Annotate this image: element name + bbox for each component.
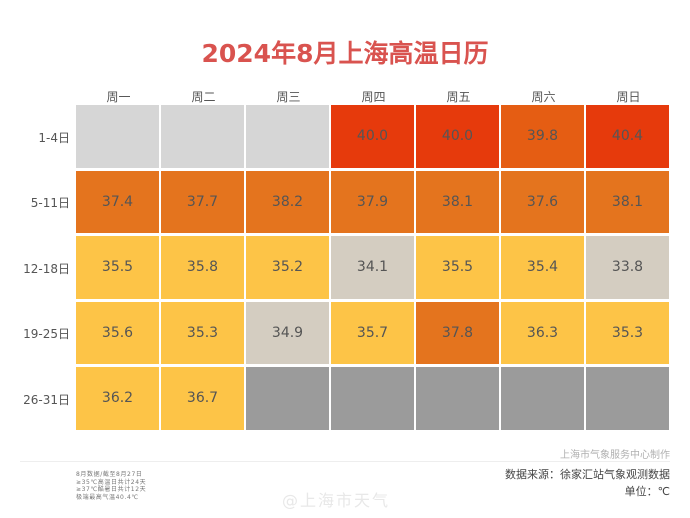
cell-value-label: 35.5 (441, 259, 474, 276)
cell-value-label: 36.3 (526, 324, 559, 341)
heatmap-cell: 34.1 (331, 236, 414, 299)
heatmap-cell: 40.0 (416, 105, 499, 168)
cell-value-label: 37.6 (526, 193, 559, 210)
cell-value-label: 37.7 (186, 193, 219, 210)
unit-text: 单位：℃ (624, 485, 670, 498)
cell-value-label: 38.2 (271, 193, 304, 210)
note-line: 极端最高气温40.4℃ (76, 493, 139, 501)
column-header: 周三 (276, 90, 301, 104)
heatmap-cell: 35.5 (416, 236, 499, 299)
cell-value-label: 34.1 (356, 259, 389, 276)
column-header: 周二 (191, 90, 216, 104)
cell-value-label: 35.7 (356, 324, 389, 341)
source-text: 数据来源：徐家汇站气象观测数据 (505, 468, 670, 481)
heatmap-cell: 37.8 (416, 301, 499, 364)
heatmap-cell: 35.4 (501, 236, 584, 299)
heatmap-cell: 37.4 (76, 170, 159, 233)
heatmap-cell (416, 367, 499, 430)
heatmap-cell (246, 367, 329, 430)
cell-value-label: 35.5 (101, 259, 134, 276)
heatmap-cell (161, 105, 244, 168)
cell-value-label: 38.1 (611, 193, 644, 210)
row-header: 26-31日 (23, 392, 70, 407)
cell-value-label: 39.8 (526, 128, 559, 145)
notes-block: 8月数据/截至8月27日 ≥35℃高温日共计24天 ≥37℃酷暑日共计12天 极… (76, 471, 146, 501)
row-header: 12-18日 (23, 261, 70, 276)
heatmap-cell: 35.2 (246, 236, 329, 299)
heatmap-cell: 33.8 (586, 236, 669, 299)
weibo-watermark: @上海市天气 (282, 491, 391, 510)
cell-value-label: 37.9 (356, 193, 389, 210)
footer-divider (20, 461, 670, 462)
heatmap-cell: 36.2 (76, 367, 159, 430)
column-header: 周四 (361, 90, 386, 104)
heatmap-cell: 35.3 (161, 301, 244, 364)
credit-text: 上海市气象服务中心制作 (560, 450, 670, 461)
row-header: 5-11日 (30, 196, 70, 211)
heatmap-cell: 36.3 (501, 301, 584, 364)
cell-value-label: 40.4 (611, 128, 644, 145)
note-line: ≥37℃酷暑日共计12天 (76, 486, 147, 493)
heatmap-cell (246, 105, 329, 168)
heatmap-cell: 36.7 (161, 367, 244, 430)
heatmap-cell: 35.7 (331, 301, 414, 364)
heatmap-cell: 35.5 (76, 236, 159, 299)
heatmap-cell: 34.9 (246, 301, 329, 364)
heatmap-cell (76, 105, 159, 168)
cell-value-label: 38.1 (441, 193, 474, 210)
cell-value-label: 37.4 (101, 193, 134, 210)
note-line: ≥35℃高温日共计24天 (76, 478, 147, 486)
heatmap-cell (501, 367, 584, 430)
heatmap-cell: 37.9 (331, 170, 414, 233)
cell-value-label: 35.4 (526, 259, 559, 276)
column-header: 周一 (106, 90, 131, 104)
column-header: 周六 (531, 90, 556, 104)
cell-value-label: 35.2 (271, 259, 304, 276)
column-header: 周日 (616, 90, 641, 104)
heatmap-cell: 38.1 (416, 170, 499, 233)
cell-value-label: 34.9 (271, 324, 304, 341)
heatmap-cell: 35.3 (586, 301, 669, 364)
heatmap-cell: 38.2 (246, 170, 329, 233)
row-header: 1-4日 (38, 130, 70, 145)
cell-value-label: 35.8 (186, 259, 219, 276)
heatmap-cell: 37.6 (501, 170, 584, 233)
heatmap-cell: 39.8 (501, 105, 584, 168)
cell-value-label: 35.3 (186, 324, 219, 341)
column-header: 周五 (446, 90, 471, 104)
heatmap-cell: 35.8 (161, 236, 244, 299)
source-block: 数据来源：徐家汇站气象观测数据 单位：℃ (505, 466, 670, 500)
heatmap-cell (586, 367, 669, 430)
cell-value-label: 35.6 (101, 324, 134, 341)
cell-value-label: 40.0 (356, 128, 389, 145)
note-line: 8月数据/截至8月27日 (76, 471, 143, 478)
row-header: 19-25日 (23, 327, 70, 342)
heatmap-cell: 40.4 (586, 105, 669, 168)
heatmap-cell: 37.7 (161, 170, 244, 233)
cell-value-label: 36.7 (186, 390, 219, 407)
chart-title: 2024年8月上海高温日历 (201, 39, 489, 68)
cell-value-label: 37.8 (441, 324, 474, 341)
heatmap-cell: 35.6 (76, 301, 159, 364)
heatmap-cell: 40.0 (331, 105, 414, 168)
cell-value-label: 33.8 (611, 259, 644, 276)
heatmap-cell: 38.1 (586, 170, 669, 233)
cell-value-label: 35.3 (611, 324, 644, 341)
cell-value-label: 36.2 (101, 390, 134, 407)
heatmap-cell (331, 367, 414, 430)
cell-value-label: 40.0 (441, 128, 474, 145)
